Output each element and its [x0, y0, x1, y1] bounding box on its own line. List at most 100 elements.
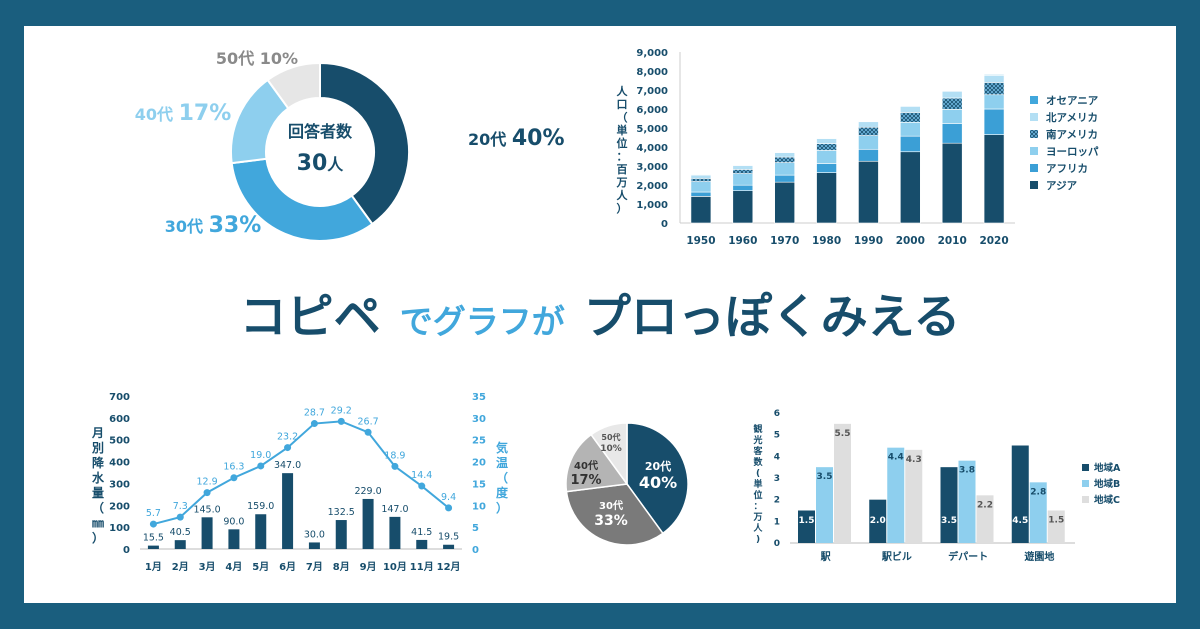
y-tick-label: 200 — [109, 501, 130, 512]
stacked-bar-segment — [983, 134, 1005, 224]
stacked-bar-segment — [690, 191, 712, 197]
x-tick-label: 1950 — [686, 235, 715, 247]
y-axis-title-char: ） — [92, 530, 104, 545]
y-axis-title-char: ) — [756, 535, 760, 545]
stacked-bar-segment — [983, 94, 1005, 110]
population-stacked-bar-chart: 0 1,000 2,000 3,000 4,000 5,000 6,000 7,000 8,00… — [616, 48, 1099, 247]
stacked-bar-segment — [816, 138, 837, 144]
x-tick-label: 9月 — [360, 561, 377, 573]
y2-tick-label: 25 — [472, 436, 486, 447]
slice-age: 20代 — [468, 130, 512, 149]
stacked-bar-segment — [983, 108, 1005, 135]
stacked-bar-segment — [941, 91, 963, 99]
slice-pct: 40% — [512, 126, 565, 151]
donut-slice-label: 50代 10% — [216, 49, 298, 68]
y2-axis-title-char: （ — [496, 470, 508, 485]
rainfall-bar — [147, 545, 159, 549]
y-tick-label: 0 — [123, 545, 130, 556]
stacked-bar-segment — [816, 150, 837, 164]
tourist-bar — [1029, 482, 1047, 543]
rainfall-label: 147.0 — [381, 504, 408, 515]
slice-pct: 10% — [260, 49, 298, 68]
tourist-bar — [834, 423, 851, 543]
y-tick-label: 2 — [774, 496, 780, 506]
tourist-bar — [887, 447, 905, 543]
pie-slice-age: 50代 — [601, 432, 620, 442]
stacked-bar-segment — [774, 162, 795, 176]
bar-value-label: 2.2 — [977, 500, 993, 510]
legend-label: ヨーロッパ — [1046, 146, 1099, 158]
temperature-label: 12.9 — [197, 477, 218, 488]
stacked-bar-segment — [941, 142, 963, 224]
temperature-point — [391, 462, 399, 470]
rainfall-bar — [389, 516, 401, 549]
x-tick-label: 8月 — [333, 561, 350, 573]
stacked-bar-segment — [900, 151, 921, 224]
stacked-bar-segment — [690, 181, 712, 193]
tourist-bar — [958, 460, 976, 543]
y-tick-label: 0 — [774, 539, 780, 549]
y-tick-label: 9,000 — [636, 48, 668, 59]
x-tick-label: 11月 — [410, 561, 434, 573]
y2-axis-title-char: ） — [496, 500, 508, 515]
x-tick-label: 1960 — [728, 235, 757, 247]
legend-swatch — [1082, 496, 1089, 503]
y-axis-title-char: 百 — [617, 163, 628, 176]
x-tick-label: 1月 — [145, 561, 162, 573]
bar-value-label: 5.5 — [835, 429, 851, 439]
donut-slice-label: 40代 17% — [135, 101, 232, 126]
x-tick-label: 2020 — [979, 235, 1008, 247]
y-axis-title-char: ： — [617, 150, 628, 163]
pie-slice-age: 30代 — [599, 499, 623, 512]
y-tick-label: 0 — [661, 219, 668, 230]
y2-tick-label: 0 — [472, 545, 479, 556]
legend-label: オセアニア — [1046, 95, 1099, 107]
legend-label: 地域C — [1094, 494, 1120, 506]
rainfall-bar — [335, 520, 347, 549]
legend-label: 南アメリカ — [1046, 128, 1098, 141]
rainfall-bar — [308, 542, 320, 549]
y-tick-label: 5 — [774, 431, 780, 441]
rainfall-temperature-combo-chart: 0 100 200 300 400 500 600 700 0 5 10 15 20 25 30 35 月別降水… — [91, 392, 509, 573]
temperature-label: 9.4 — [441, 492, 456, 503]
rainfall-bar — [255, 514, 267, 549]
stacked-bar-segment — [816, 172, 837, 224]
stacked-bar-segment — [858, 148, 879, 162]
y-axis-title-char: 水 — [92, 470, 105, 485]
rainfall-label: 19.5 — [438, 532, 459, 543]
headline-part3: プロっぽくみえる — [584, 290, 960, 345]
x-tick-label: 駅 — [820, 551, 832, 563]
bar-value-label: 1.5 — [799, 516, 815, 526]
y-axis-title-char: 人 — [617, 188, 629, 202]
tourist-bar — [816, 467, 833, 543]
stacked-bar-segment — [858, 135, 879, 150]
stacked-bar-segment — [983, 75, 1005, 83]
stacked-bar-segment — [858, 121, 879, 128]
temperature-point — [203, 489, 211, 497]
y-tick-label: 300 — [109, 479, 130, 490]
bar-value-label: 2.8 — [1030, 487, 1046, 497]
y-axis-title-char: 単 — [753, 478, 762, 490]
temperature-label: 23.2 — [277, 432, 298, 443]
y-tick-label: 1 — [774, 517, 780, 527]
slice-pct: 17% — [179, 101, 232, 126]
y-axis-title-char: ： — [753, 502, 762, 512]
legend-label: 地域A — [1094, 462, 1121, 474]
headline-part2: でグラフが — [400, 302, 565, 341]
rainfall-bar — [416, 539, 428, 549]
bar-value-label: 1.5 — [1048, 516, 1064, 526]
donut-center-value: 30人 — [297, 151, 345, 176]
y2-tick-label: 30 — [472, 414, 486, 425]
bar-value-label: 3.8 — [959, 466, 975, 476]
legend-swatch — [1030, 130, 1038, 138]
y-tick-label: 100 — [109, 523, 130, 534]
stacked-bar-segment — [941, 97, 963, 110]
y-axis-title-char: 月 — [91, 426, 104, 440]
x-tick-label: 2010 — [938, 235, 967, 247]
headline: コピペ でグラフが プロっぽくみえる — [240, 290, 961, 345]
stacked-bar-segment — [900, 135, 921, 153]
y-axis-title-char: 万 — [752, 512, 762, 523]
rainfall-label: 15.5 — [143, 533, 164, 544]
